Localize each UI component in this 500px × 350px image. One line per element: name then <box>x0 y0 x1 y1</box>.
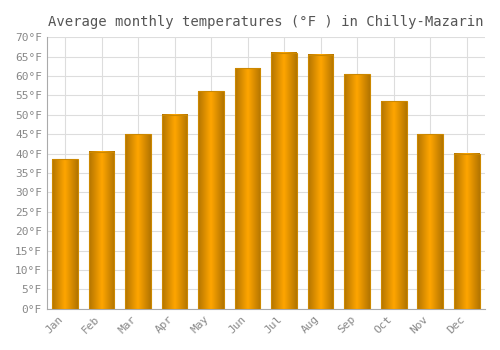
Bar <box>126 134 151 309</box>
Bar <box>272 52 297 309</box>
Bar <box>344 74 370 309</box>
Bar <box>235 68 260 309</box>
Bar <box>308 55 334 309</box>
Bar <box>162 115 188 309</box>
Bar <box>454 154 479 309</box>
Bar <box>52 159 78 309</box>
Bar <box>418 134 443 309</box>
Bar <box>381 101 406 309</box>
Bar <box>198 91 224 309</box>
Title: Average monthly temperatures (°F ) in Chilly-Mazarin: Average monthly temperatures (°F ) in Ch… <box>48 15 484 29</box>
Bar <box>89 152 114 309</box>
